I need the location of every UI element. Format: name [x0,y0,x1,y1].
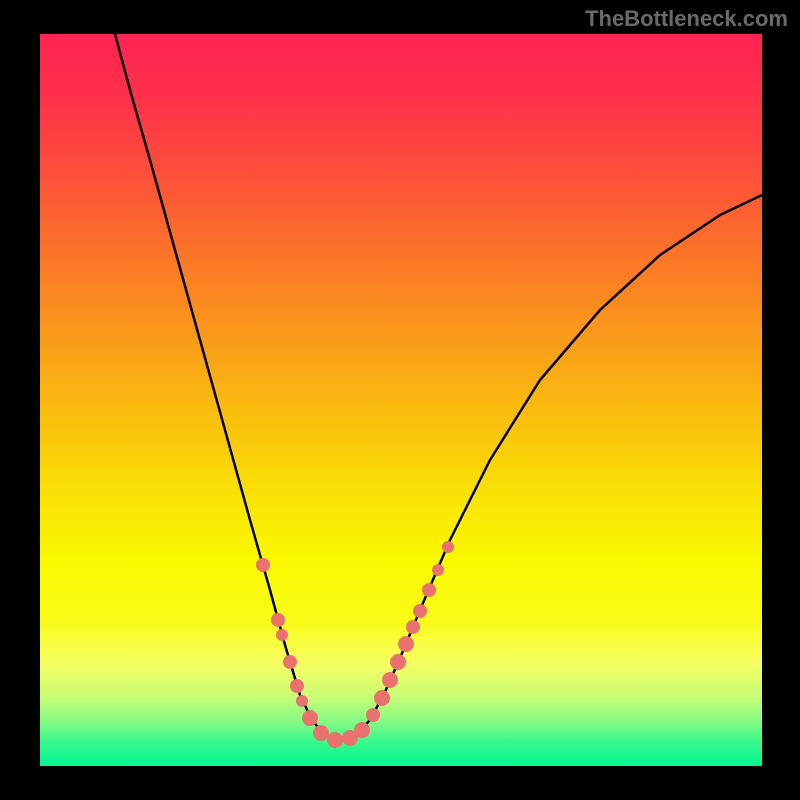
data-point [442,541,454,553]
data-point [366,708,380,722]
chart-container: TheBottleneck.com [0,0,800,800]
data-point [302,710,318,726]
data-point [313,725,329,741]
data-point [276,629,288,641]
data-point [432,564,444,576]
data-point [382,672,398,688]
data-point [256,558,270,572]
chart-overlay [0,0,800,800]
data-point [413,604,427,618]
data-point [327,732,343,748]
data-point [296,695,308,707]
watermark-text: TheBottleneck.com [585,6,788,32]
bottleneck-curve [115,34,762,740]
data-point [354,722,370,738]
data-point [422,583,436,597]
data-point [406,620,420,634]
data-point [374,690,390,706]
data-point [271,613,285,627]
data-point [290,679,304,693]
data-point [390,654,406,670]
data-point [283,655,297,669]
data-point [398,636,414,652]
